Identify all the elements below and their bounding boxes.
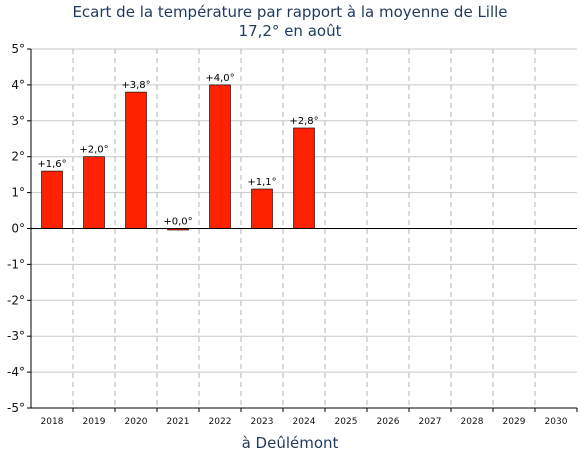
x-tick-label: 2020 (125, 417, 148, 427)
y-tick-label: -4° (7, 365, 25, 379)
x-axis-title: à Deûlémont (241, 434, 339, 452)
labels: -5° -4° -3° -2° -1° 0° 1° 2° 3° 4° 5° +1,6° 2018 +2,0… (7, 42, 568, 427)
x-tick-label: 2028 (461, 417, 484, 427)
y-tick-label: -5° (7, 401, 25, 415)
x-tick-label: 2019 (83, 417, 106, 427)
bar (293, 127, 315, 229)
y-tick-label: 0° (11, 222, 25, 236)
y-tick-label: -3° (7, 329, 25, 343)
bar (251, 188, 273, 229)
x-tick-label: 2026 (377, 417, 400, 427)
y-tick-label: 5° (11, 42, 25, 56)
data-label: +0,0° (163, 217, 192, 228)
x-tick-label: 2018 (41, 417, 64, 427)
data-label: +1,6° (37, 159, 66, 170)
y-tick-label: -2° (7, 293, 25, 307)
x-tick-label: 2022 (209, 417, 232, 427)
x-tick-label: 2024 (293, 417, 316, 427)
chart-subtitle: 17,2° en août (238, 22, 342, 40)
chart-title: Ecart de la température par rapport à la… (72, 3, 508, 21)
axes (27, 48, 578, 412)
y-tick-label: 4° (11, 78, 25, 92)
bars (41, 84, 315, 231)
bar (209, 84, 231, 229)
y-tick-label: 3° (11, 114, 25, 128)
x-tick-label: 2021 (167, 417, 190, 427)
data-label: +1,1° (247, 177, 276, 188)
bar (125, 91, 147, 229)
data-label: +2,0° (79, 145, 108, 156)
y-tick-label: -1° (7, 257, 25, 271)
y-tick-label: 1° (11, 186, 25, 200)
x-tick-label: 2025 (335, 417, 358, 427)
data-label: +3,8° (121, 80, 150, 91)
x-tick-label: 2029 (503, 417, 526, 427)
bar (83, 156, 105, 229)
x-tick-label: 2023 (251, 417, 274, 427)
grid (31, 48, 577, 409)
x-tick-label: 2030 (545, 417, 568, 427)
x-tick-label: 2027 (419, 417, 442, 427)
data-label: +2,8° (289, 116, 318, 127)
bar (41, 170, 63, 229)
y-tick-label: 2° (11, 150, 25, 164)
data-label: +4,0° (205, 73, 234, 84)
